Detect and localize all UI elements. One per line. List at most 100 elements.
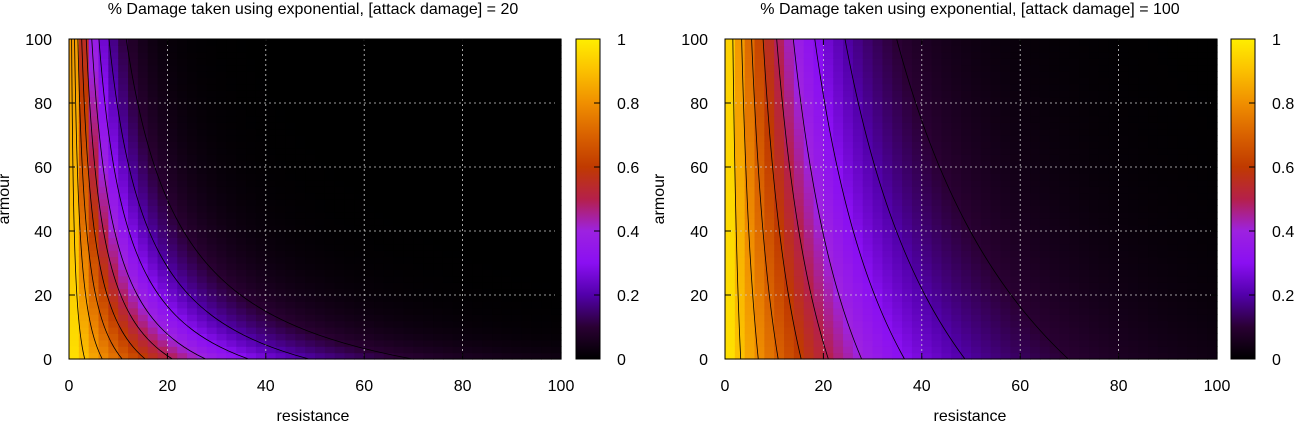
heatmap-cell xyxy=(187,135,198,142)
heatmap-cell xyxy=(69,250,80,258)
heatmap-cell xyxy=(823,71,834,78)
y-tick-label: 20 xyxy=(34,288,52,305)
heatmap-cell xyxy=(511,128,523,136)
heatmap-cell xyxy=(492,231,503,238)
heatmap-cell xyxy=(383,211,395,219)
heatmap-cell xyxy=(236,301,247,309)
heatmap-cell xyxy=(354,83,365,91)
heatmap-cell xyxy=(823,352,834,360)
heatmap-cell xyxy=(511,141,523,149)
heatmap-cell xyxy=(521,333,533,341)
heatmap-cell xyxy=(501,71,513,78)
heatmap-cell xyxy=(541,333,552,341)
heatmap-cell xyxy=(1010,231,1021,238)
heatmap-cell xyxy=(882,237,893,245)
heatmap-cell xyxy=(951,71,962,78)
heatmap-cell xyxy=(764,269,775,277)
heatmap-cell xyxy=(1059,231,1070,238)
heatmap-cell xyxy=(551,250,562,258)
heatmap-cell xyxy=(393,122,405,130)
heatmap-cell xyxy=(1128,90,1139,98)
heatmap-cell xyxy=(951,154,962,162)
heatmap-cell xyxy=(774,243,785,251)
heatmap-cell xyxy=(774,205,785,213)
heatmap-cell xyxy=(108,135,119,142)
heatmap-cell xyxy=(374,250,385,258)
heatmap-cell xyxy=(980,122,992,130)
heatmap-cell xyxy=(1197,314,1208,322)
heatmap-cell xyxy=(501,141,513,149)
heatmap-cell xyxy=(803,218,815,226)
heatmap-cell xyxy=(187,77,198,85)
heatmap-cell xyxy=(196,307,208,315)
heatmap-cell xyxy=(754,83,765,91)
heatmap-cell xyxy=(754,173,765,181)
heatmap-cell xyxy=(980,141,992,149)
heatmap-cell xyxy=(862,269,874,277)
heatmap-cell xyxy=(1049,307,1061,315)
heatmap-cell xyxy=(88,243,100,251)
heatmap-cell xyxy=(1039,51,1051,59)
heatmap-cell xyxy=(118,128,129,136)
heatmap-cell xyxy=(980,58,992,66)
heatmap-cell xyxy=(305,115,316,123)
heatmap-cell xyxy=(971,39,982,46)
heatmap-cell xyxy=(236,64,247,72)
heatmap-cell xyxy=(374,167,385,174)
heatmap-cell xyxy=(921,135,933,142)
heatmap-cell xyxy=(931,295,943,302)
heatmap-cell xyxy=(1148,243,1159,251)
heatmap-cell xyxy=(246,39,257,46)
heatmap-cell xyxy=(78,167,90,174)
heatmap-cell xyxy=(344,192,355,200)
heatmap-cell xyxy=(226,307,237,315)
heatmap-cell xyxy=(843,154,854,162)
heatmap-cell xyxy=(433,64,444,72)
heatmap-cell xyxy=(1098,301,1110,309)
heatmap-cell xyxy=(324,301,336,309)
heatmap-cell xyxy=(1059,256,1070,264)
heatmap-cell xyxy=(1138,135,1149,142)
heatmap-cell xyxy=(364,128,375,136)
heatmap-cell xyxy=(1089,275,1100,283)
heatmap-cell xyxy=(1157,314,1169,322)
heatmap-cell xyxy=(1020,339,1031,347)
heatmap-cell xyxy=(1098,192,1110,200)
heatmap-cell xyxy=(236,77,247,85)
heatmap-cell xyxy=(452,173,464,181)
heatmap-cell xyxy=(137,167,149,174)
heatmap-cell xyxy=(324,45,336,53)
heatmap-cell xyxy=(941,352,952,360)
heatmap-cell xyxy=(137,115,149,123)
heatmap-cell xyxy=(921,231,933,238)
heatmap-cell xyxy=(177,282,188,290)
heatmap-cell xyxy=(69,256,80,264)
heatmap-cell xyxy=(541,160,552,168)
heatmap-cell xyxy=(334,263,346,270)
heatmap-cell xyxy=(1167,288,1179,296)
contour-line xyxy=(74,38,103,360)
heatmap-cell xyxy=(305,71,316,78)
heatmap-cell xyxy=(492,346,503,354)
heatmap-cell xyxy=(911,135,923,142)
heatmap-cell xyxy=(344,64,355,72)
heatmap-cell xyxy=(167,269,178,277)
heatmap-cell xyxy=(88,205,100,213)
heatmap-cell xyxy=(305,295,316,302)
heatmap-cell xyxy=(78,224,90,232)
heatmap-cell xyxy=(452,346,464,354)
heatmap-cell xyxy=(403,282,414,290)
heatmap-cell xyxy=(1069,199,1080,206)
heatmap-cell xyxy=(754,231,765,238)
heatmap-cell xyxy=(1030,109,1041,117)
heatmap-cell xyxy=(941,237,952,245)
heatmap-cell xyxy=(442,154,454,162)
heatmap-cell xyxy=(1138,147,1149,155)
heatmap-cell xyxy=(492,179,503,187)
heatmap-cell xyxy=(482,250,493,258)
heatmap-cell xyxy=(1108,275,1120,283)
heatmap-cell xyxy=(265,224,277,232)
heatmap-cell xyxy=(1069,333,1080,341)
heatmap-cell xyxy=(754,288,765,296)
heatmap-cell xyxy=(216,205,228,213)
